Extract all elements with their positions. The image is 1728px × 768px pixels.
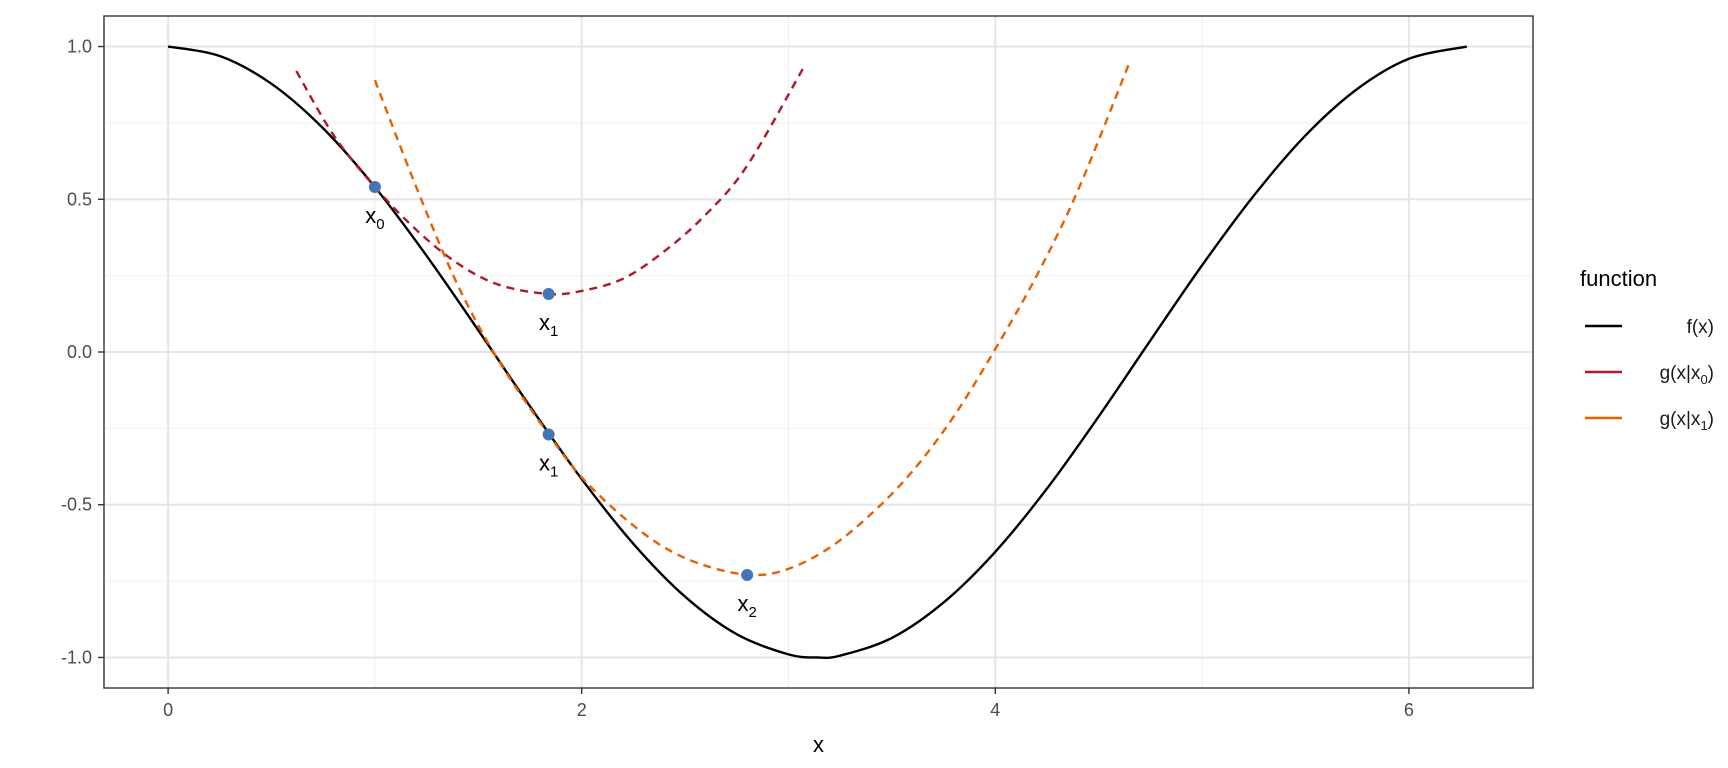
y-tick-label: 1.0 <box>67 37 92 57</box>
legend-title: function <box>1580 266 1657 291</box>
y-tick-label: -0.5 <box>61 495 92 515</box>
point-marker <box>542 287 555 300</box>
y-tick-label: -1.0 <box>61 647 92 667</box>
legend-label: g(x|x0) <box>1660 363 1714 387</box>
x-tick-label: 6 <box>1404 700 1414 720</box>
x-axis-title: x <box>813 732 824 757</box>
point-marker <box>741 568 754 581</box>
legend: function f(x) g(x|x0) g(x|x1) <box>1580 266 1714 433</box>
point-label: x1 <box>539 450 558 480</box>
legend-label: g(x|x1) <box>1660 409 1714 433</box>
x-tick-label: 0 <box>163 700 173 720</box>
y-tick-label: 0.0 <box>67 342 92 362</box>
series-f-line <box>167 45 1468 660</box>
point-label: x2 <box>737 591 756 621</box>
point-label: x0 <box>365 203 384 233</box>
point-marker <box>368 181 381 194</box>
points: x0 x1 x1 x2 <box>365 181 757 621</box>
x-tick-label: 4 <box>990 700 1000 720</box>
y-tick-label: 0.5 <box>67 189 92 209</box>
legend-label: f(x) <box>1687 317 1714 338</box>
point-label: x1 <box>539 310 558 340</box>
point-marker <box>542 428 555 441</box>
x-tick-label: 2 <box>577 700 587 720</box>
grid-lines <box>104 16 1533 688</box>
axes: 0 2 4 6 1.0 0.5 0.0 -0.5 -1.0 <box>61 15 1534 720</box>
